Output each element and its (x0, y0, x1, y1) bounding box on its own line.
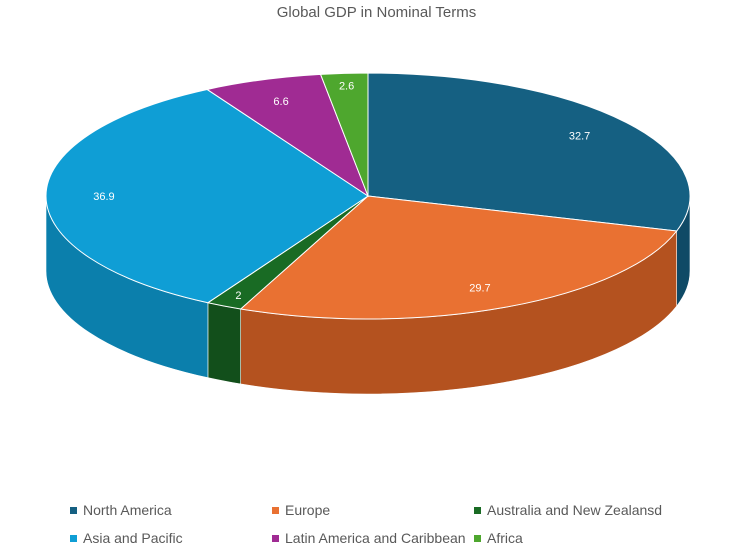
legend-label-1: Europe (285, 502, 331, 518)
legend-item-4: Latin America and Caribbean (272, 530, 466, 546)
legend-label-2: Australia and New Zealansd (487, 502, 663, 518)
legend-label-3: Asia and Pacific (83, 530, 183, 546)
legend-swatch-3 (70, 534, 77, 542)
legend-item-1: Europe (272, 502, 330, 518)
legend-swatch-1 (272, 506, 279, 514)
legend-label-0: North America (83, 502, 172, 518)
legend-swatch-0 (70, 506, 77, 514)
data-label-2: 2 (235, 290, 241, 302)
data-label-4: 6.6 (273, 96, 288, 108)
legend-label-4: Latin America and Caribbean (285, 530, 466, 546)
legend-item-5: Africa (474, 530, 523, 546)
legend-item-0: North America (70, 502, 172, 518)
legend-item-2: Australia and New Zealansd (474, 502, 662, 518)
legend-item-3: Asia and Pacific (70, 530, 183, 546)
pie-slice-5 (319, 72, 369, 197)
legend-swatch-5 (474, 534, 481, 542)
legend-swatch-2 (474, 506, 481, 514)
data-label-1: 29.7 (469, 282, 490, 294)
pie-slice-0 (367, 72, 691, 232)
data-label-0: 32.7 (569, 131, 590, 143)
pie-slice-4 (205, 73, 370, 198)
pie-slice-1 (239, 195, 678, 320)
legend-swatch-4 (272, 534, 279, 542)
chart-title: Global GDP in Nominal Terms (276, 4, 477, 21)
data-label-5: 2.6 (339, 81, 354, 93)
pie-chart: 32.7 29.7 2 36.9 6.6 2.6 (45, 72, 691, 395)
pie-side-2 (207, 302, 241, 385)
legend-label-5: Africa (487, 530, 523, 546)
data-label-3: 36.9 (93, 191, 114, 203)
